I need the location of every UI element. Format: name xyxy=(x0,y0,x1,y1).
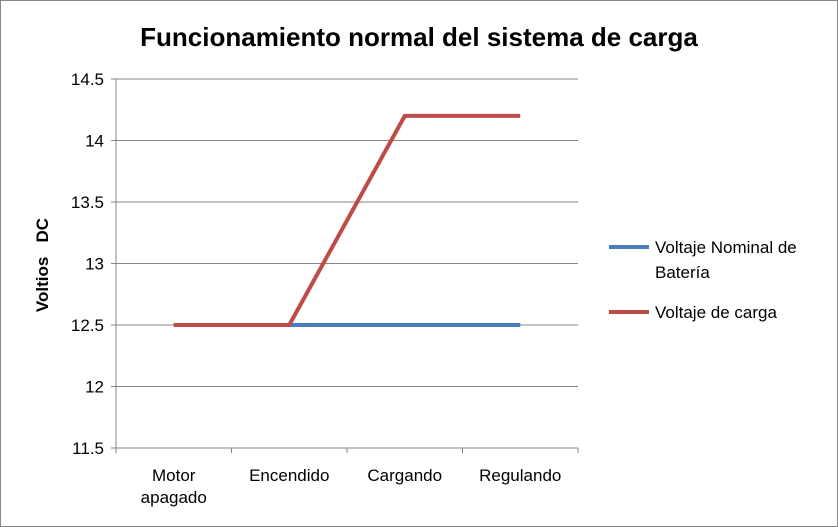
y-axis-label: Voltios DC xyxy=(33,218,52,312)
y-tick-label: 11.5 xyxy=(72,439,104,458)
y-tick-label: 12.5 xyxy=(71,316,104,335)
legend-label: Voltaje de carga xyxy=(655,303,777,322)
x-tick-label: Motor apagado xyxy=(141,466,207,507)
grid-lines xyxy=(116,78,578,449)
y-tick-labels: 11.5 12 12.5 13 13.5 14 14.5 xyxy=(71,70,104,458)
y-tick-label: 14 xyxy=(85,132,104,151)
legend-label: Voltaje Nominal de Batería xyxy=(655,238,797,282)
legend: Voltaje Nominal de Batería Voltaje de carg… xyxy=(609,238,797,322)
series-line-2 xyxy=(173,113,521,327)
x-tick-label: Cargando xyxy=(367,466,442,485)
x-tick-labels: Motor apagado Encendido Cargando Regulando xyxy=(141,466,562,507)
x-tick-label: Regulando xyxy=(479,466,561,485)
series-lines xyxy=(173,113,521,327)
y-tick-label: 12 xyxy=(85,378,104,397)
chart-title: Funcionamiento normal del sistema de car… xyxy=(140,22,698,52)
y-tick-label: 14.5 xyxy=(71,70,104,89)
x-tick-label: Encendido xyxy=(249,466,329,485)
y-tick-label: 13 xyxy=(85,255,104,274)
axes xyxy=(111,78,579,453)
y-tick-label: 13.5 xyxy=(71,193,104,212)
